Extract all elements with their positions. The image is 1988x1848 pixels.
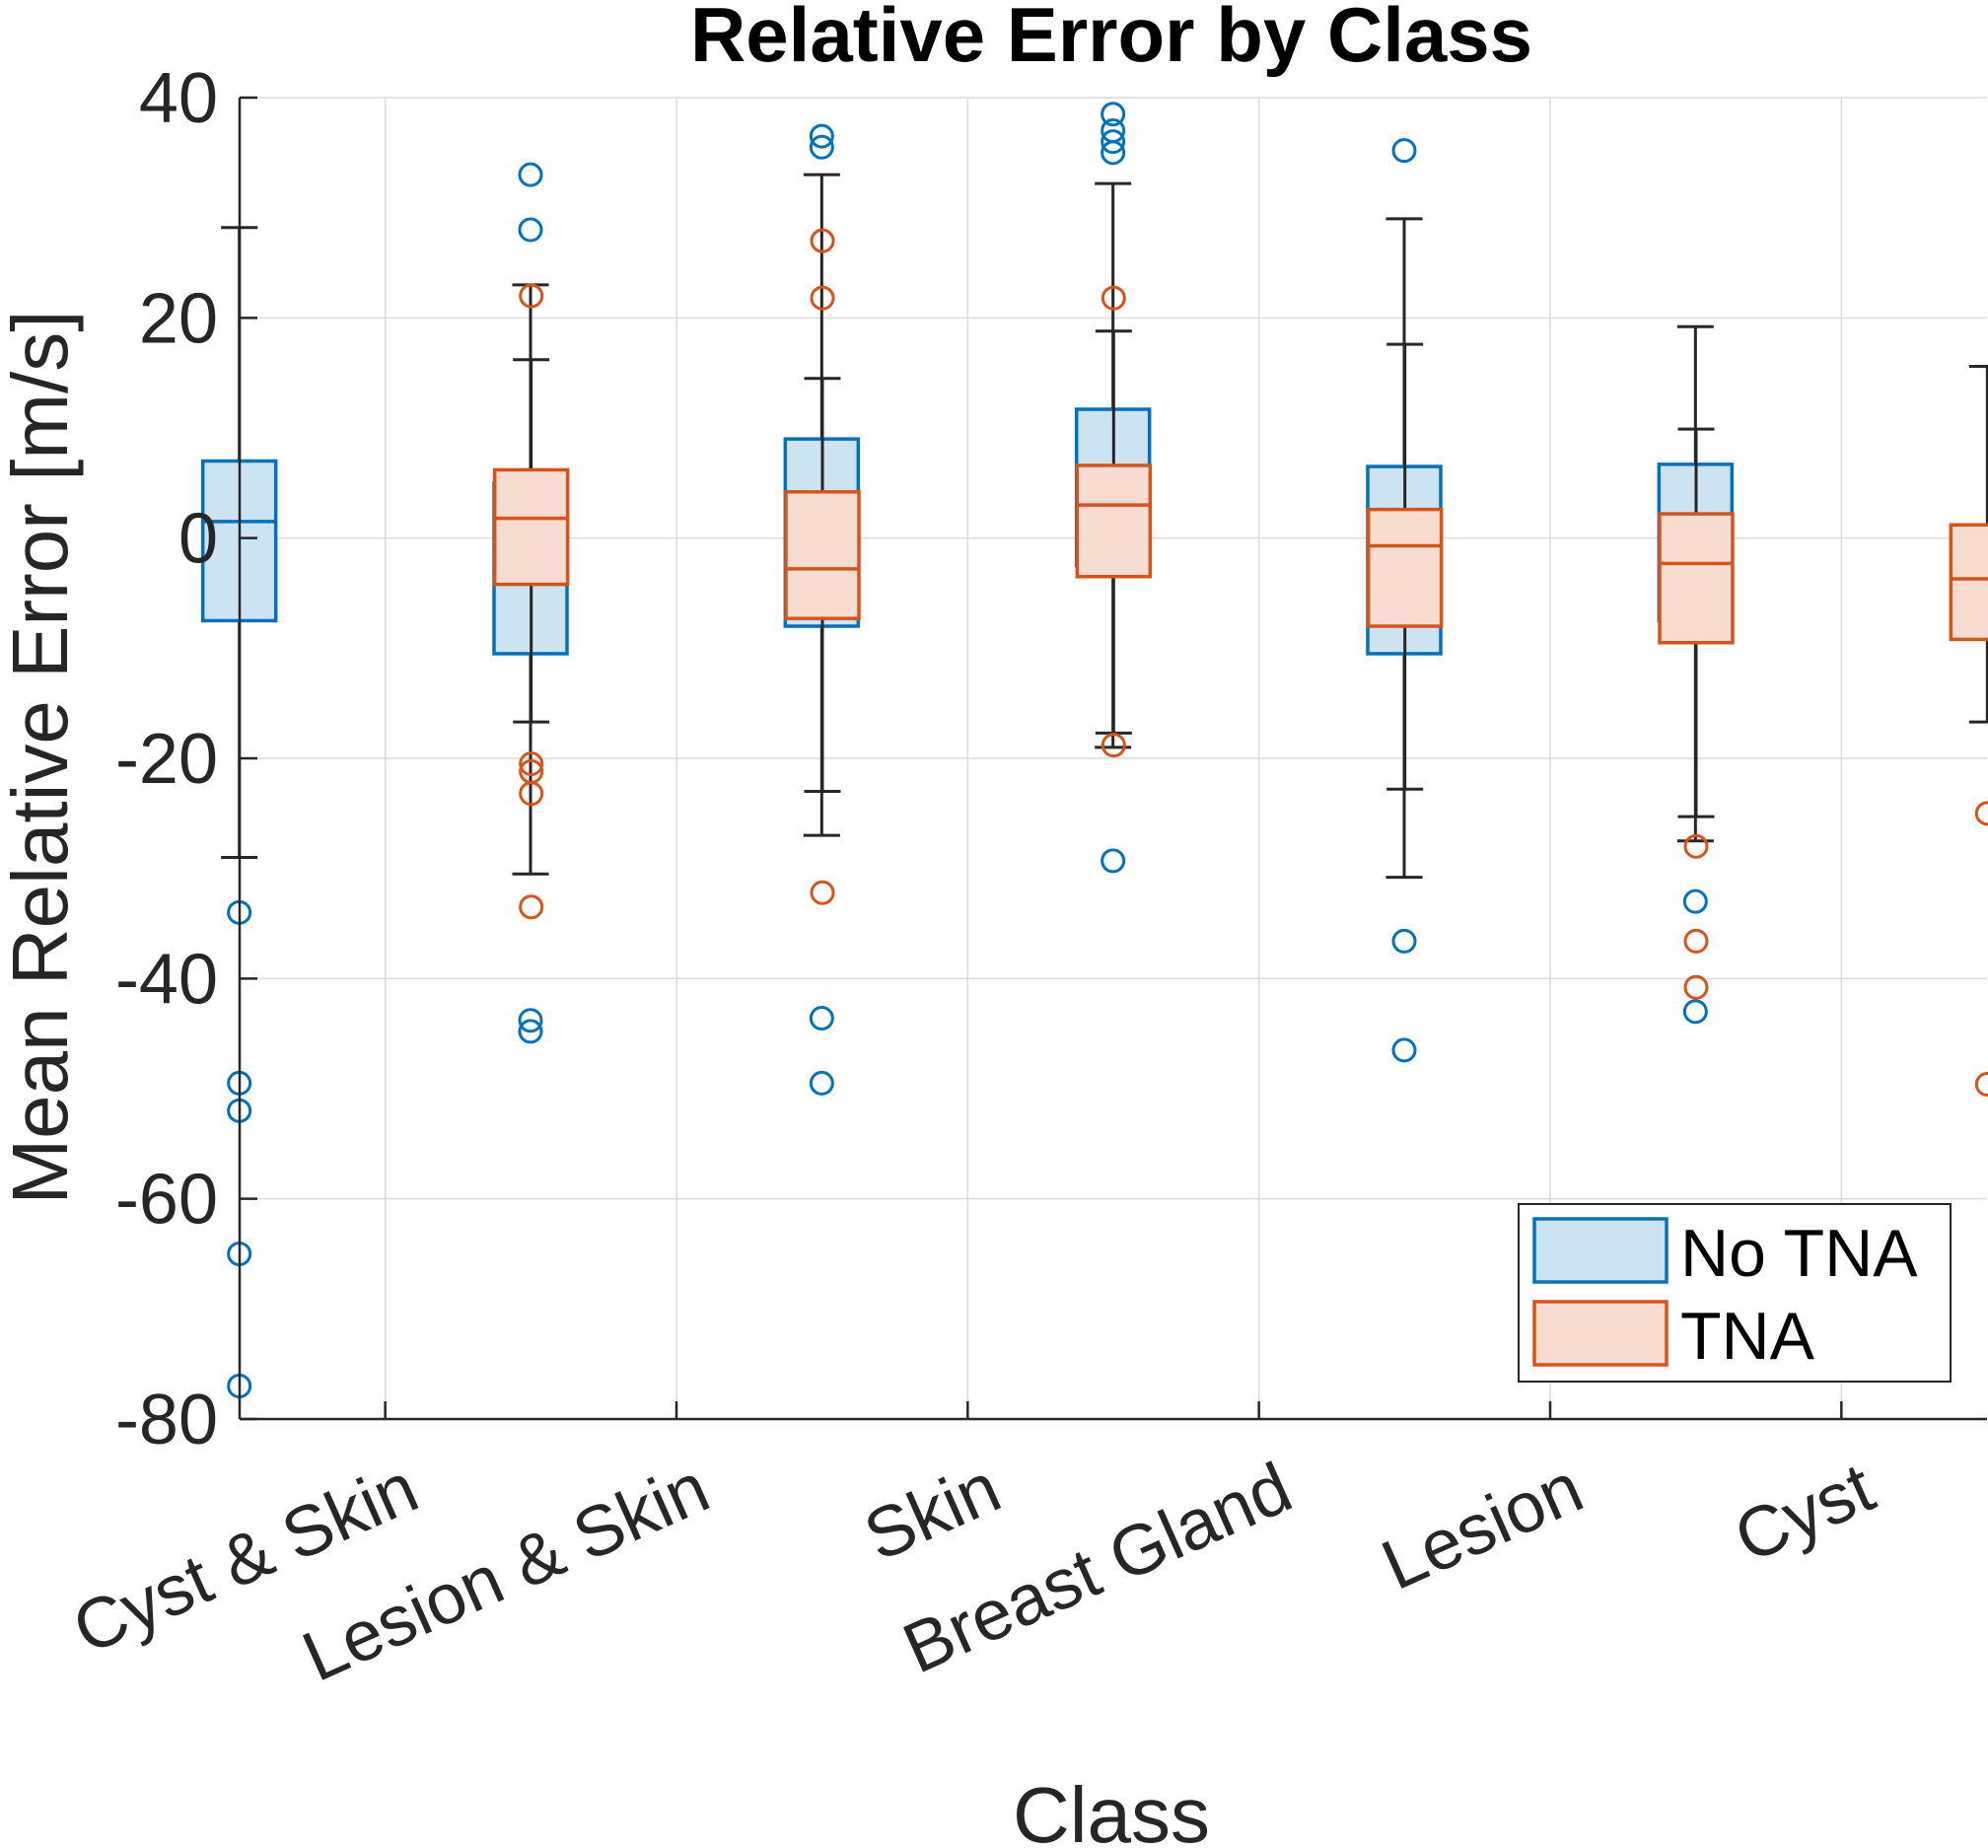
outlier-point bbox=[1391, 138, 1417, 164]
y-tick-label: 40 bbox=[139, 59, 218, 138]
outlier-point bbox=[1100, 129, 1126, 155]
y-tick-label: -80 bbox=[115, 1381, 218, 1459]
outlier-point bbox=[519, 283, 544, 309]
outlier-point bbox=[1682, 999, 1708, 1025]
outlier-point bbox=[809, 1006, 834, 1031]
legend-swatch-tna bbox=[1532, 1300, 1668, 1367]
y-tick-label: -20 bbox=[115, 720, 218, 799]
box-iqr bbox=[784, 490, 861, 620]
outlier-point bbox=[1100, 285, 1126, 311]
legend: No TNA TNA bbox=[1518, 1203, 1952, 1383]
outlier-point bbox=[1683, 928, 1709, 954]
outlier-point bbox=[1391, 928, 1417, 954]
outlier-point bbox=[519, 781, 544, 807]
x-tick-label: Lesion bbox=[1371, 1449, 1594, 1605]
outlier-point bbox=[1683, 833, 1709, 859]
box-tna-4 bbox=[1658, 427, 1735, 1000]
outlier-point bbox=[809, 123, 834, 149]
outlier-point bbox=[810, 285, 835, 311]
y-tick-label: 20 bbox=[139, 279, 218, 358]
outlier-point bbox=[519, 894, 544, 920]
outlier-point bbox=[1682, 888, 1708, 914]
outlier-point bbox=[1391, 1037, 1417, 1063]
y-axis-label: Mean Relative Error [m/s] bbox=[0, 311, 84, 1205]
box-tna-0 bbox=[492, 283, 570, 920]
outlier-point bbox=[518, 1019, 543, 1044]
legend-label-tna: TNA bbox=[1680, 1299, 1815, 1374]
box-tna-5 bbox=[1949, 364, 1988, 1098]
outlier-point bbox=[1974, 1072, 1988, 1098]
chart-title: Relative Error by Class bbox=[690, 0, 1532, 78]
y-tick-label: -40 bbox=[115, 940, 218, 1019]
outlier-point bbox=[518, 217, 543, 243]
outlier-point bbox=[810, 228, 835, 253]
box-tna-2 bbox=[1075, 285, 1153, 758]
outlier-point bbox=[1100, 102, 1126, 127]
x-axis-label: Class bbox=[1013, 1771, 1210, 1848]
outlier-point bbox=[1974, 801, 1988, 826]
outlier-point bbox=[1100, 140, 1126, 166]
outlier-point bbox=[1100, 733, 1126, 758]
outlier-point bbox=[1683, 974, 1709, 1000]
outlier-point bbox=[518, 162, 543, 187]
box-iqr bbox=[1366, 507, 1444, 628]
y-tick-label: -60 bbox=[115, 1161, 218, 1240]
box-tna-3 bbox=[1366, 342, 1444, 791]
legend-label-no-tna: No TNA bbox=[1680, 1216, 1918, 1291]
box-iqr bbox=[492, 467, 570, 587]
y-tick-label: 0 bbox=[178, 500, 218, 579]
legend-swatch-no-tna bbox=[1532, 1217, 1668, 1284]
x-tick-label: Cyst bbox=[1724, 1449, 1885, 1579]
y-axis-ticks: 40 20 0 -20 -40 -60 -80 bbox=[115, 59, 257, 1459]
box-tna-1 bbox=[784, 228, 861, 905]
outlier-point bbox=[1100, 848, 1126, 874]
outlier-point bbox=[809, 134, 834, 160]
outlier-point bbox=[519, 751, 544, 777]
outlier-point bbox=[518, 1008, 543, 1033]
box-iqr bbox=[1075, 463, 1153, 579]
x-tick-label: Skin bbox=[853, 1449, 1011, 1577]
box-iqr bbox=[1658, 512, 1735, 645]
outlier-point bbox=[809, 1070, 834, 1096]
box-iqr bbox=[1949, 523, 1988, 642]
outlier-point bbox=[810, 880, 835, 905]
